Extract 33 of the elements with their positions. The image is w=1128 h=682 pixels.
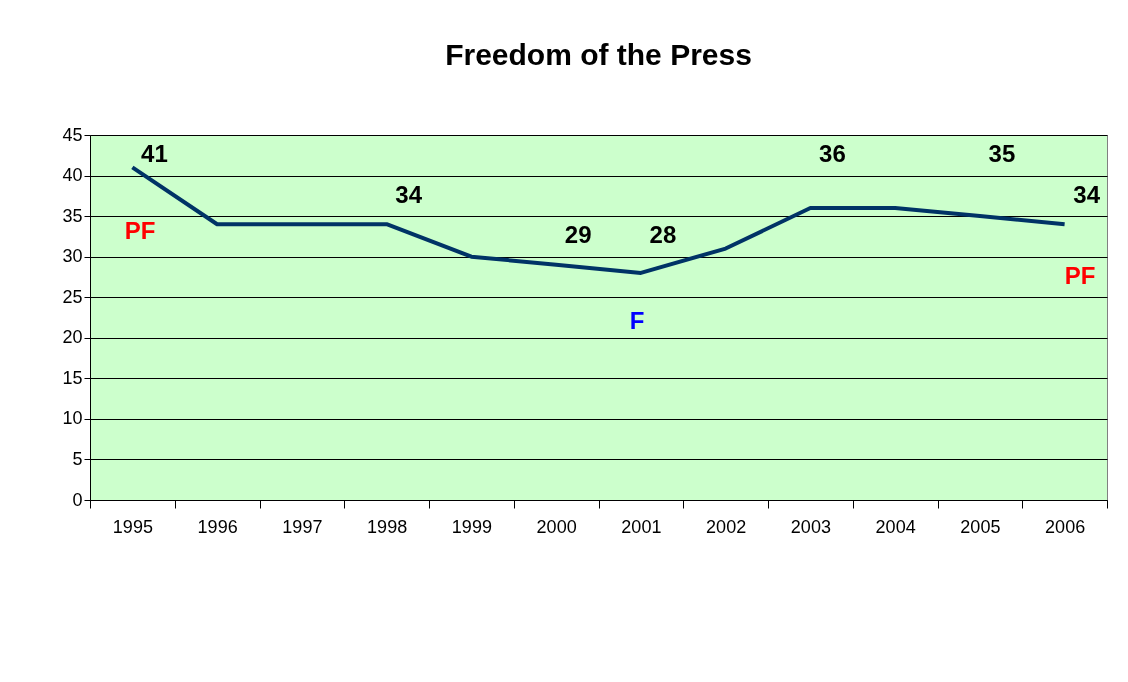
y-tick-label: 20 <box>62 327 83 348</box>
x-tick-label: 2005 <box>960 516 1001 537</box>
x-tick-label: 2004 <box>875 516 916 537</box>
y-tick-label: 5 <box>72 448 83 469</box>
x-tick-label: 1998 <box>367 516 408 537</box>
annotation: PF <box>124 217 156 244</box>
y-tick-label: 15 <box>62 367 83 388</box>
data-label: 34 <box>1073 180 1101 208</box>
y-tick-label: 25 <box>62 286 83 307</box>
data-label: 36 <box>819 140 846 168</box>
data-label: 28 <box>649 221 677 249</box>
chart-title: Freedom of the Press <box>445 38 752 71</box>
annotation: PF <box>1064 262 1096 289</box>
x-tick-label: 1995 <box>112 516 153 537</box>
data-label: 29 <box>564 221 592 249</box>
x-tick-label: 2002 <box>706 516 747 537</box>
x-tick-label: 2003 <box>790 516 831 537</box>
y-tick-label: 35 <box>62 205 83 226</box>
x-tick-label: 2001 <box>621 516 662 537</box>
data-label: 34 <box>395 180 423 208</box>
x-tick-label: 2006 <box>1045 516 1086 537</box>
x-tick-label: 1997 <box>282 516 323 537</box>
y-tick-label: 10 <box>62 408 83 429</box>
x-tick-label: 1996 <box>197 516 238 537</box>
data-label: 35 <box>988 140 1016 168</box>
y-tick-label: 45 <box>62 124 83 145</box>
annotation: F <box>629 307 645 334</box>
y-tick-label: 0 <box>72 489 83 510</box>
data-label: 41 <box>141 140 168 168</box>
x-tick-label: 1999 <box>451 516 492 537</box>
x-tick-label: 2000 <box>536 516 577 537</box>
y-tick-label: 40 <box>62 165 83 186</box>
y-tick-label: 30 <box>62 246 83 267</box>
